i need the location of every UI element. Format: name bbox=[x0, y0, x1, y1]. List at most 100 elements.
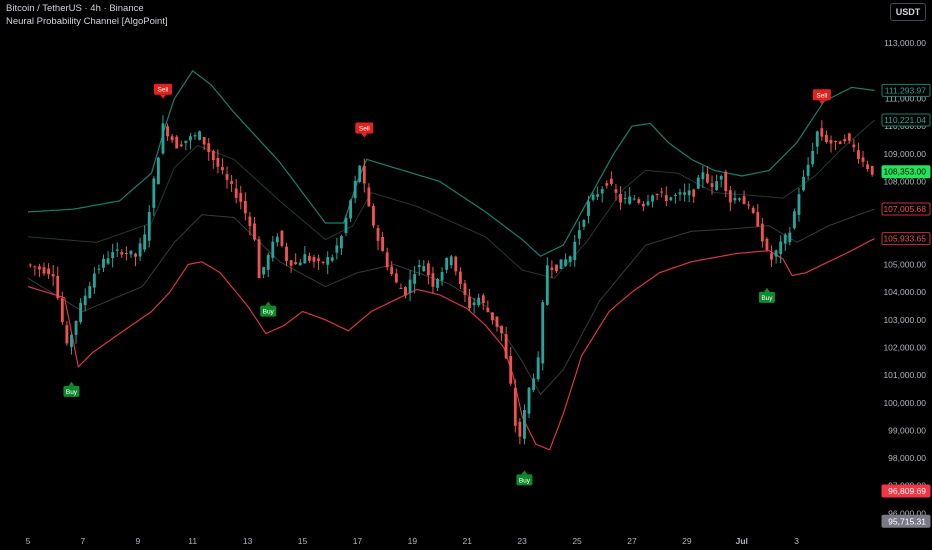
candle-body bbox=[568, 256, 572, 262]
candle-body bbox=[788, 232, 792, 243]
channel-bands bbox=[27, 70, 875, 451]
candle-body bbox=[774, 250, 778, 257]
candle-body bbox=[495, 316, 499, 327]
price-tag-box bbox=[881, 113, 931, 127]
time-tick-label: 13 bbox=[243, 536, 253, 546]
candle-body bbox=[184, 140, 188, 143]
candle-body bbox=[857, 150, 860, 159]
candle-body bbox=[838, 141, 842, 145]
candle-body bbox=[825, 134, 828, 143]
price-tag-box bbox=[881, 83, 931, 97]
candle-body bbox=[225, 174, 229, 180]
candle-body bbox=[189, 136, 192, 141]
time-tick-label: 25 bbox=[572, 536, 582, 546]
candle-body bbox=[193, 135, 197, 137]
candle-body bbox=[326, 257, 330, 265]
candle-body bbox=[202, 137, 206, 145]
candle-body bbox=[431, 273, 435, 287]
price-tick-label: 99,000.00 bbox=[888, 425, 926, 435]
candle-body bbox=[417, 265, 421, 268]
candle-body bbox=[102, 258, 105, 268]
sell-label-pointer bbox=[361, 133, 368, 138]
time-tick-label: 23 bbox=[517, 536, 527, 546]
price-tag-box bbox=[881, 202, 931, 216]
price-tick-label: 105,000.00 bbox=[883, 259, 926, 269]
candle-body bbox=[509, 356, 513, 384]
candle-body bbox=[637, 199, 641, 203]
candle-body bbox=[614, 189, 618, 193]
mid-upper-band bbox=[27, 119, 875, 279]
candle-body bbox=[353, 180, 357, 199]
candle-body bbox=[527, 387, 531, 414]
candle-body bbox=[408, 279, 412, 293]
candle-body bbox=[106, 258, 110, 264]
candle-body bbox=[674, 194, 677, 197]
time-tick-label: 7 bbox=[81, 536, 86, 546]
time-tick-label: 19 bbox=[408, 536, 418, 546]
candle-body bbox=[641, 203, 645, 207]
candle-body bbox=[399, 287, 403, 289]
candle-body bbox=[651, 195, 654, 202]
candle-body bbox=[47, 268, 51, 275]
mid-lower-band bbox=[27, 208, 875, 396]
candle-body bbox=[468, 296, 471, 309]
candle-body bbox=[843, 138, 847, 142]
candle-body bbox=[38, 266, 41, 270]
candle-body bbox=[646, 201, 650, 205]
candle-body bbox=[344, 217, 348, 233]
candle-body bbox=[115, 249, 119, 251]
signal-labels: Sell Sell Sell Buy Buy Buy Buy bbox=[63, 83, 831, 486]
candle-body bbox=[289, 260, 293, 266]
price-tick-label: 113,000.00 bbox=[884, 38, 926, 48]
sell-label-box bbox=[812, 89, 831, 101]
symbol-title: Bitcoin / TetherUS · 4h · Binance bbox=[6, 3, 144, 14]
candle-body bbox=[79, 302, 83, 322]
candle-body bbox=[198, 131, 201, 140]
candle-body bbox=[701, 172, 705, 180]
candle-body bbox=[317, 258, 320, 261]
candle-body bbox=[518, 421, 522, 437]
candle-body bbox=[719, 176, 723, 180]
candle-body bbox=[724, 171, 728, 192]
candle-body bbox=[179, 144, 183, 147]
candle-body bbox=[230, 181, 234, 184]
candle-body bbox=[111, 252, 115, 259]
sell-label-box bbox=[355, 122, 374, 134]
buy-label-box bbox=[260, 305, 277, 317]
candle-body bbox=[56, 275, 60, 299]
buy-label-pointer bbox=[68, 381, 75, 386]
time-axis: 5 7 9 11 13 15 17 19 21 23 25 27 29 Jul 3 bbox=[26, 536, 800, 546]
price-tag-label: 110,221.04 bbox=[884, 115, 926, 125]
candle-body bbox=[504, 334, 508, 359]
candle-body bbox=[655, 193, 659, 195]
candle-body bbox=[596, 194, 600, 197]
candle-body bbox=[706, 173, 709, 183]
candle-body bbox=[243, 200, 247, 214]
candle-body bbox=[756, 212, 760, 227]
price-tick-label: 100,000.00 bbox=[883, 398, 926, 408]
candle-body bbox=[445, 258, 449, 270]
candle-body bbox=[742, 196, 746, 205]
candle-body bbox=[266, 254, 270, 270]
candle-body bbox=[349, 200, 352, 219]
price-tag-label: 105,933.65 bbox=[883, 234, 926, 244]
candle-body bbox=[454, 256, 458, 272]
time-tick-label: 3 bbox=[794, 536, 799, 546]
candle-body bbox=[619, 193, 622, 203]
candle-body bbox=[738, 198, 741, 200]
candle-body bbox=[632, 198, 636, 200]
candle-body bbox=[294, 262, 298, 265]
candle-body bbox=[28, 264, 32, 266]
candle-body bbox=[207, 143, 211, 153]
candle-body bbox=[124, 253, 128, 255]
currency-button[interactable]: USDT bbox=[890, 3, 926, 21]
sell-label-text: Sell bbox=[158, 87, 169, 94]
candle-body bbox=[285, 246, 288, 262]
candle-body bbox=[605, 183, 609, 186]
candle-body bbox=[523, 409, 526, 439]
candle-body bbox=[170, 136, 174, 141]
candle-body bbox=[340, 236, 343, 249]
candle-body bbox=[271, 241, 275, 258]
candle-body bbox=[51, 274, 55, 277]
